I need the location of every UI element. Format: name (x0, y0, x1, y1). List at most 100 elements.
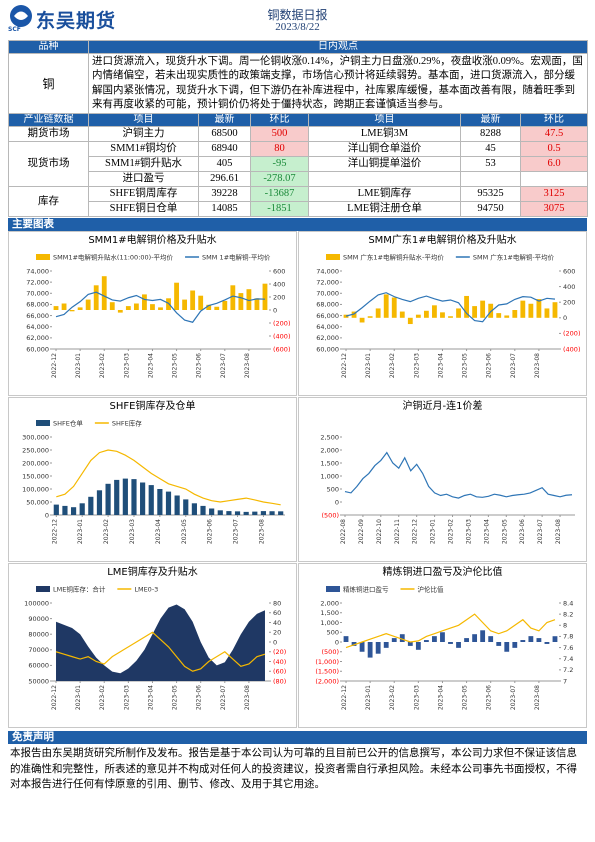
bar (105, 483, 111, 515)
x-tick-label: 2023-05 (172, 685, 179, 710)
bar (496, 313, 502, 318)
bar (472, 634, 478, 642)
x-tick-label: 2023-06 (196, 685, 203, 710)
y-tick-label: 1,500 (320, 459, 339, 467)
y2-tick-label: 7.8 (563, 633, 573, 641)
bar (512, 310, 518, 318)
y-tick-label: 80000 (28, 631, 49, 639)
y2-tick-label: 0 (563, 314, 567, 322)
y2-tick-label: (400) (273, 332, 290, 340)
bar (114, 479, 120, 515)
logo-icon (10, 5, 32, 27)
x-tick-label: 2022-11 (394, 519, 401, 544)
bar (504, 315, 510, 318)
y-tick-label: 1,000 (320, 619, 339, 627)
y-tick-label: 500 (327, 629, 339, 637)
bar (544, 642, 550, 644)
bar (552, 636, 558, 642)
line (56, 449, 281, 506)
bar (367, 642, 373, 658)
bar (252, 511, 258, 515)
data-row: 进口盈亏 296.61 -278.07 (9, 171, 588, 187)
view-table: 品种 日内观点 铜 进口货源流入，现货升水下调。周一伦铜收涨0.14%，沪铜主力… (8, 40, 588, 114)
bar (448, 316, 453, 318)
x-tick-label: 2023-02 (389, 353, 396, 378)
y-tick-label: 0 (335, 498, 339, 506)
y2-tick-label: 7.2 (563, 666, 573, 674)
empty-cell (308, 171, 461, 187)
bar (101, 276, 107, 310)
y-tick-label: 2,000 (320, 599, 339, 607)
legend-label: LME铜库存：合计 (53, 585, 106, 594)
x-tick-label: 2023-05 (181, 519, 188, 544)
bar (383, 294, 389, 318)
x-tick-label: 2022-12 (51, 519, 58, 544)
x-tick-label: 2023-07 (510, 353, 517, 378)
x-tick-label: 2022-12 (412, 519, 419, 544)
chart-title: SMM广东1#电解铜价格及升贴水 (368, 233, 516, 246)
y-tick-label: (500) (322, 511, 339, 519)
y2-tick-label: 600 (563, 267, 575, 275)
bar (383, 642, 389, 648)
x-tick-label: 2022-09 (358, 519, 365, 544)
y-tick-label: 2,000 (320, 446, 339, 454)
bar (456, 308, 461, 318)
group-name: 期货市场 (8, 126, 89, 142)
item-cell: SMM1#铜升贴水 (88, 156, 199, 172)
y-tick-label: 50000 (28, 677, 49, 685)
y-tick-label: 68,000 (26, 301, 49, 309)
bar (234, 511, 241, 515)
y-tick-label: 64,000 (316, 323, 339, 331)
bar (69, 310, 75, 312)
x-tick-label: 2023-06 (519, 519, 526, 544)
bar (399, 311, 405, 318)
legend-label: 沪伦比值 (418, 585, 445, 594)
item-cell: SHFE铜日仓单 (88, 201, 199, 217)
item-cell: 沪铜主力 (88, 126, 199, 142)
x-tick-label: 2022-12 (51, 353, 58, 378)
bar (343, 314, 349, 318)
header-cell: 项目 (308, 113, 461, 127)
bar (375, 308, 381, 318)
y2-tick-label: (200) (563, 330, 580, 338)
bar (222, 300, 228, 310)
bar (93, 285, 99, 310)
bar (117, 310, 123, 313)
y-tick-label: 72,000 (316, 278, 339, 286)
change-cell: 6.0 (520, 156, 588, 172)
y-tick-label: 68,000 (316, 301, 339, 309)
y2-tick-label: (80) (273, 677, 286, 685)
x-tick-label: 2023-05 (172, 353, 179, 378)
bar (150, 304, 155, 310)
x-tick-label: 2023-07 (220, 353, 227, 378)
x-tick-label: 2023-01 (430, 519, 437, 544)
value-cell: 68940 (198, 141, 251, 157)
bar (423, 640, 429, 642)
bar (238, 293, 244, 310)
bar (359, 642, 365, 652)
bar (391, 638, 397, 642)
value-cell: 95325 (460, 186, 521, 202)
x-tick-label: 2023-01 (75, 685, 82, 710)
x-tick-label: 2023-04 (437, 353, 444, 378)
chart-title: 精炼铜进口盈亏及沪伦比值 (383, 565, 503, 578)
chart-grid: SMM1#电解铜价格及升贴水 SMM1#电解铜升贴水(11:00:00)-平均价 S… (8, 231, 587, 728)
y2-tick-label: (20) (273, 648, 286, 656)
x-tick-label: 2023-02 (99, 685, 106, 710)
bar (246, 289, 252, 310)
change-cell: 0.5 (520, 141, 588, 157)
bar (262, 283, 268, 310)
x-tick-label: 2023-01 (365, 353, 372, 378)
y2-tick-label: 7 (563, 677, 567, 685)
header-cell: 最新 (198, 113, 251, 127)
value-cell: 405 (198, 156, 251, 172)
x-tick-label: 2023-01 (75, 353, 82, 378)
bar (61, 303, 67, 310)
y2-tick-label: 8.2 (563, 610, 573, 618)
view-text: 进口货源流入，现货升水下调。周一伦铜收涨0.14%，沪铜主力日盘涨0.29%，夜… (88, 53, 588, 114)
x-tick-label: 2023-08 (555, 519, 562, 544)
chart-panel (8, 397, 297, 562)
y2-tick-label: 8 (563, 622, 567, 630)
y2-tick-label: (200) (273, 319, 290, 327)
bar (88, 496, 94, 515)
